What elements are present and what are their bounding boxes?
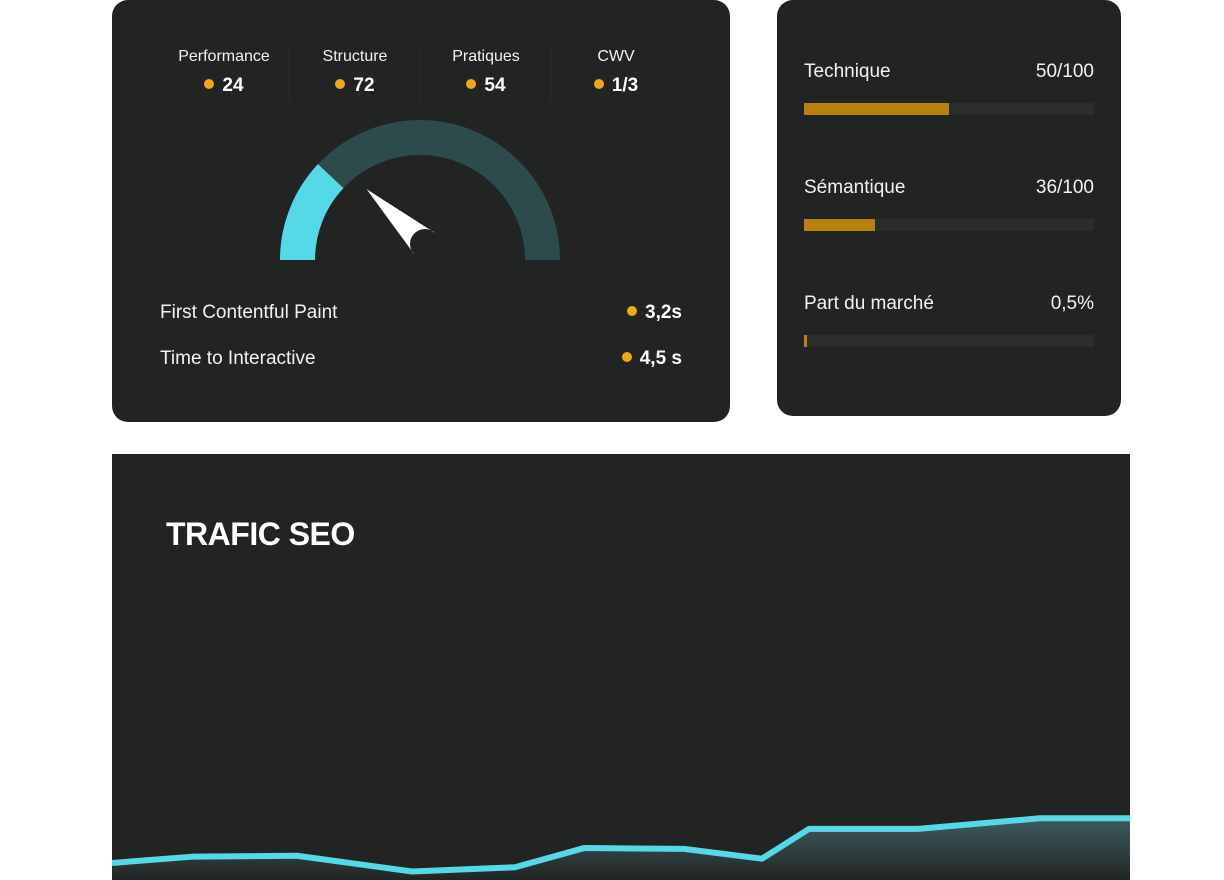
metric-value-row: 1/3 xyxy=(568,75,664,97)
status-dot xyxy=(204,78,215,89)
status-dot xyxy=(335,78,346,89)
gauge-fill xyxy=(280,164,344,261)
metric-value: 72 xyxy=(353,75,375,96)
metric-value-row: 54 xyxy=(438,75,534,97)
metric-value: 1/3 xyxy=(611,75,639,96)
tti-label: Time to Interactive xyxy=(160,348,316,369)
metric-label: Structure xyxy=(322,48,388,65)
traffic-card: TRAFIC SEO xyxy=(112,454,1130,880)
performance-card: Performance 24 Structure 72 Pratiques 54… xyxy=(112,0,730,422)
progress-track xyxy=(804,335,1094,347)
score-value: 36/100 xyxy=(1035,177,1094,198)
fcp-value: 3,2s xyxy=(645,302,682,323)
fcp-label: First Contentful Paint xyxy=(160,302,338,323)
status-dot xyxy=(593,78,604,89)
divider xyxy=(550,48,551,100)
metric-performance: Performance 24 xyxy=(176,48,272,97)
metric-value-row: 72 xyxy=(307,75,403,97)
progress-fill xyxy=(804,103,949,115)
score-label: Part du marché xyxy=(804,293,934,314)
status-dot xyxy=(621,351,632,362)
score-label: Sémantique xyxy=(804,177,906,198)
metric-label: Pratiques xyxy=(452,48,520,65)
metric-pratiques: Pratiques 54 xyxy=(438,48,534,97)
scores-card: Technique 50/100 Sémantique 36/100 Part … xyxy=(777,0,1121,416)
metric-structure: Structure 72 xyxy=(307,48,403,97)
tti-value: 4,5 s xyxy=(639,348,682,369)
metric-value: 24 xyxy=(222,75,244,96)
status-dot xyxy=(627,305,638,316)
divider xyxy=(289,48,290,100)
tti-value-row: 4,5 s xyxy=(621,348,682,370)
progress-track xyxy=(804,103,1094,115)
status-dot xyxy=(466,78,477,89)
metric-value-row: 24 xyxy=(176,75,272,97)
metric-value: 54 xyxy=(484,75,506,96)
divider xyxy=(420,48,421,100)
gauge-needle-icon xyxy=(366,189,436,255)
traffic-series-line xyxy=(112,815,1130,875)
progress-fill xyxy=(804,219,876,231)
progress-fill xyxy=(804,335,807,347)
metric-label: CWV xyxy=(597,48,635,65)
metric-cwv: CWV 1/3 xyxy=(568,48,664,97)
fcp-value-row: 3,2s xyxy=(627,302,682,324)
speed-gauge xyxy=(280,120,560,261)
traffic-title: TRAFIC SEO xyxy=(166,516,355,552)
progress-track xyxy=(804,219,1094,231)
score-value: 0,5% xyxy=(1050,293,1094,314)
metric-label: Performance xyxy=(178,48,270,65)
traffic-chart xyxy=(112,815,1130,880)
score-value: 50/100 xyxy=(1035,61,1094,82)
score-label: Technique xyxy=(804,61,891,82)
